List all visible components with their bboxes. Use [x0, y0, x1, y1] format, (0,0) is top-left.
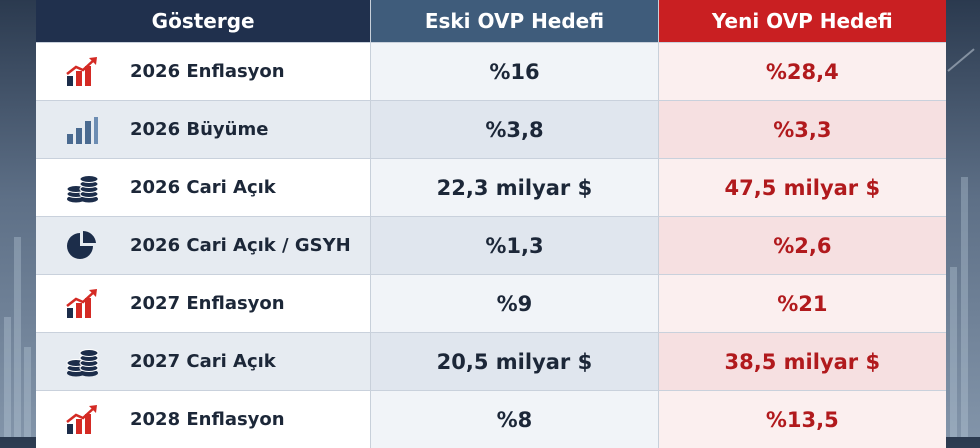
new-target-value: %21 — [658, 275, 946, 332]
coins-stack-icon — [65, 172, 99, 204]
pie-chart-icon — [65, 230, 99, 262]
header-old-target: Eski OVP Hedefi — [371, 0, 659, 42]
old-target-value: %3,8 — [371, 101, 659, 158]
new-target-value: %13,5 — [658, 391, 946, 448]
table-header: Gösterge Eski OVP Hedefi Yeni OVP Hedefi — [36, 0, 946, 42]
table-row: 2027 Enflasyon %9 %21 — [36, 274, 946, 332]
indicator-label: 2028 Enflasyon — [130, 409, 285, 430]
indicator-label: 2026 Enflasyon — [130, 61, 285, 82]
background-skyline-left — [0, 0, 40, 437]
inflation-chart-icon — [65, 404, 99, 436]
table-row: 2026 Cari Açık 22,3 milyar $ 47,5 milyar… — [36, 158, 946, 216]
indicator-label: 2026 Cari Açık / GSYH — [130, 235, 351, 256]
header-new-target: Yeni OVP Hedefi — [658, 0, 946, 42]
header-indicator: Gösterge — [36, 0, 372, 42]
old-target-value: %1,3 — [371, 217, 659, 274]
indicator-label: 2027 Cari Açık — [130, 351, 276, 372]
old-target-value: %16 — [371, 43, 659, 100]
inflation-chart-icon — [65, 288, 99, 320]
old-target-value: 22,3 milyar $ — [371, 159, 659, 216]
new-target-value: %28,4 — [658, 43, 946, 100]
new-target-value: 47,5 milyar $ — [658, 159, 946, 216]
inflation-chart-icon — [65, 56, 99, 88]
indicator-label: 2026 Cari Açık — [130, 177, 276, 198]
old-target-value: 20,5 milyar $ — [371, 333, 659, 390]
table-row: 2027 Cari Açık 20,5 milyar $ 38,5 milyar… — [36, 332, 946, 390]
indicator-label: 2026 Büyüme — [130, 119, 269, 140]
new-target-value: 38,5 milyar $ — [658, 333, 946, 390]
table-row: 2026 Büyüme %3,8 %3,3 — [36, 100, 946, 158]
growth-bars-icon — [65, 114, 99, 146]
table-row: 2028 Enflasyon %8 %13,5 — [36, 390, 946, 448]
new-target-value: %2,6 — [658, 217, 946, 274]
table-row: 2026 Cari Açık / GSYH %1,3 %2,6 — [36, 216, 946, 274]
table-row: 2026 Enflasyon %16 %28,4 — [36, 42, 946, 100]
indicator-label: 2027 Enflasyon — [130, 293, 285, 314]
old-target-value: %9 — [371, 275, 659, 332]
coins-stack-icon — [65, 346, 99, 378]
new-target-value: %3,3 — [658, 101, 946, 158]
old-target-value: %8 — [371, 391, 659, 448]
ovp-comparison-table: Gösterge Eski OVP Hedefi Yeni OVP Hedefi… — [36, 0, 946, 448]
background-skyline-right — [946, 0, 980, 437]
